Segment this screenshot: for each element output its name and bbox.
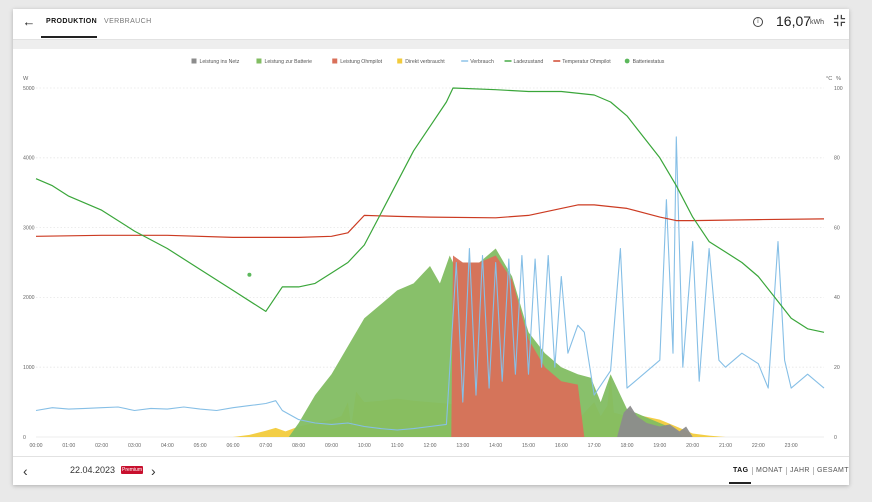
- legend-swatch-direkt-verbraucht: [397, 58, 403, 64]
- header-bar: ← PRODUKTION VERBRAUCH i 16,07 kWh: [13, 9, 849, 40]
- production-chart: W 0 1000 2000 3000 4000 5000 °C % 0 20 40 60 80 100 00:…: [23, 58, 843, 449]
- axis-labels: W 0 1000 2000 3000 4000 5000 °C % 0 20 40 60 80 100 00:…: [23, 76, 843, 449]
- chart-card: ← PRODUKTION VERBRAUCH i 16,07 kWh W 0 100…: [13, 9, 849, 485]
- legend-label-leistung-zur-batterie[interactable]: Leistung zur Batterie: [264, 59, 312, 65]
- y-left-tick-label: 1000: [23, 365, 35, 371]
- period-tab-tag[interactable]: TAG: [733, 467, 749, 474]
- footer-bar: ‹ 22.04.2023 Premium › TAG MONAT JAHR GE…: [13, 456, 849, 485]
- y-left-tick-label: 0: [23, 435, 26, 441]
- legend-label-leistung-ohmpilot[interactable]: Leistung Ohmpilot: [340, 59, 382, 65]
- tab-produktion[interactable]: PRODUKTION: [46, 18, 98, 25]
- energy-total-value: 16,07: [776, 13, 812, 29]
- area-series: [233, 248, 726, 437]
- x-tick-label: 01:00: [62, 443, 75, 449]
- legend-label-ladezustand[interactable]: Ladezustand: [514, 59, 544, 65]
- legend-label-direkt-verbraucht[interactable]: Direkt verbraucht: [405, 59, 445, 65]
- next-day-arrow-icon[interactable]: ›: [151, 463, 156, 479]
- back-arrow-icon[interactable]: ←: [22, 14, 36, 29]
- previous-day-arrow-icon[interactable]: ‹: [23, 463, 28, 479]
- y-right-tick-label: 40: [834, 295, 840, 301]
- x-tick-label: 21:00: [719, 443, 732, 449]
- legend-label-leistung-ins-netz[interactable]: Leistung ins Netz: [200, 59, 240, 65]
- x-tick-label: 15:00: [522, 443, 535, 449]
- premium-badge: Premium: [121, 466, 143, 474]
- period-tab-jahr[interactable]: JAHR: [790, 467, 810, 474]
- legend-swatch-leistung-ohmpilot: [332, 58, 338, 64]
- period-tab-monat[interactable]: MONAT: [756, 467, 783, 474]
- period-separator: [752, 467, 753, 475]
- x-tick-label: 22:00: [752, 443, 765, 449]
- x-tick-label: 08:00: [292, 443, 305, 449]
- line-ladezustand: [35, 87, 825, 333]
- y-left-tick-label: 4000: [23, 156, 35, 162]
- x-tick-label: 23:00: [785, 443, 798, 449]
- x-tick-label: 11:00: [391, 443, 404, 449]
- legend-label-verbrauch[interactable]: Verbrauch: [470, 59, 494, 65]
- x-tick-label: 05:00: [194, 443, 207, 449]
- legend-label-batteriestatus[interactable]: Batteriestatus: [633, 59, 665, 65]
- legend: Leistung ins Netz Leistung zur Batterie Le…: [191, 58, 665, 65]
- line-verbrauch: [35, 136, 825, 431]
- x-tick-label: 03:00: [128, 443, 141, 449]
- line-temperatur-ohmpilot: [35, 204, 825, 238]
- period-separator: [813, 467, 814, 475]
- y-right-tick-label: 60: [834, 225, 840, 231]
- y-right-tick-label: 80: [834, 156, 840, 162]
- period-separator: [786, 467, 787, 475]
- y-right-unit-percent-label: %: [836, 76, 841, 82]
- y-right-tick-label: 0: [834, 435, 837, 441]
- y-left-tick-label: 5000: [23, 86, 35, 92]
- point-batteriestatus: [247, 272, 252, 277]
- period-tab-gesamt[interactable]: GESAMT: [817, 467, 849, 474]
- x-tick-label: 07:00: [259, 443, 272, 449]
- x-tick-label: 02:00: [95, 443, 108, 449]
- x-tick-label: 13:00: [456, 443, 469, 449]
- y-left-tick-label: 2000: [23, 295, 35, 301]
- x-tick-label: 04:00: [161, 443, 174, 449]
- y-left-unit-label: W: [23, 76, 29, 82]
- x-tick-label: 00:00: [30, 443, 43, 449]
- x-tick-label: 12:00: [424, 443, 437, 449]
- active-period-indicator: [729, 482, 751, 484]
- y-right-tick-label: 100: [834, 86, 843, 92]
- y-right-tick-label: 20: [834, 365, 840, 371]
- area-leistung-ins-netz: [617, 405, 693, 437]
- tab-verbrauch[interactable]: VERBRAUCH: [104, 18, 152, 25]
- legend-swatch-leistung-zur-batterie: [256, 58, 262, 64]
- chart-top-band: [13, 40, 849, 49]
- x-tick-label: 18:00: [621, 443, 634, 449]
- compress-icon[interactable]: [833, 14, 846, 27]
- y-right-unit-celsius-label: °C: [826, 76, 832, 82]
- y-left-tick-label: 3000: [23, 225, 35, 231]
- active-tab-indicator: [41, 36, 97, 38]
- selected-date[interactable]: 22.04.2023: [70, 465, 116, 475]
- line-series: [35, 87, 825, 431]
- legend-label-temperatur-ohmpilot[interactable]: Temperatur Ohmpilot: [562, 59, 611, 65]
- x-tick-label: 06:00: [227, 443, 240, 449]
- x-tick-label: 19:00: [653, 443, 666, 449]
- x-tick-label: 09:00: [325, 443, 338, 449]
- x-tick-label: 17:00: [588, 443, 601, 449]
- legend-swatch-batteriestatus: [624, 58, 630, 64]
- energy-total-unit: kWh: [810, 19, 824, 26]
- x-tick-label: 14:00: [489, 443, 502, 449]
- x-tick-label: 10:00: [358, 443, 371, 449]
- info-icon[interactable]: i: [753, 17, 763, 27]
- x-tick-label: 16:00: [555, 443, 568, 449]
- x-tick-label: 20:00: [686, 443, 699, 449]
- legend-swatch-leistung-ins-netz: [191, 58, 197, 64]
